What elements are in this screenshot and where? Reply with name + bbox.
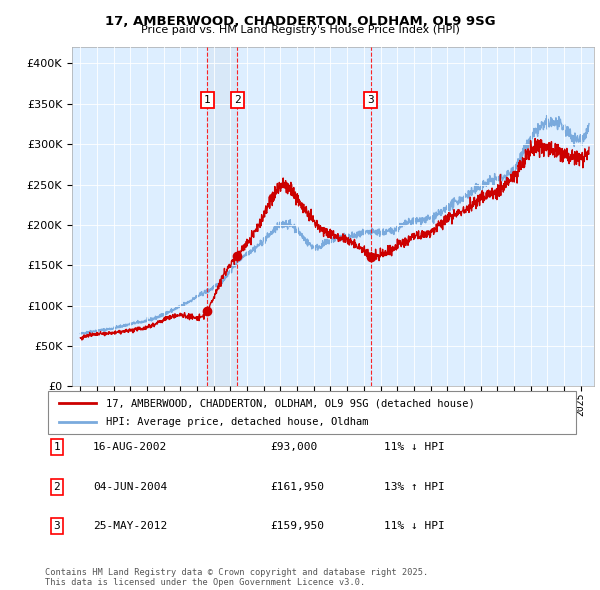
Text: 2: 2: [234, 95, 241, 105]
Text: 11% ↓ HPI: 11% ↓ HPI: [384, 522, 445, 531]
Bar: [208, 47, 238, 386]
Text: £159,950: £159,950: [270, 522, 324, 531]
Text: 16-AUG-2002: 16-AUG-2002: [93, 442, 167, 452]
Text: Contains HM Land Registry data © Crown copyright and database right 2025.
This d: Contains HM Land Registry data © Crown c…: [45, 568, 428, 587]
Text: 25-MAY-2012: 25-MAY-2012: [93, 522, 167, 531]
Text: 3: 3: [53, 522, 61, 531]
Text: 1: 1: [53, 442, 61, 452]
FancyBboxPatch shape: [48, 391, 576, 434]
Text: 17, AMBERWOOD, CHADDERTON, OLDHAM, OL9 9SG: 17, AMBERWOOD, CHADDERTON, OLDHAM, OL9 9…: [104, 15, 496, 28]
Text: Price paid vs. HM Land Registry's House Price Index (HPI): Price paid vs. HM Land Registry's House …: [140, 25, 460, 35]
Text: 3: 3: [367, 95, 374, 105]
Text: 1: 1: [204, 95, 211, 105]
Text: 13% ↑ HPI: 13% ↑ HPI: [384, 482, 445, 491]
Text: 04-JUN-2004: 04-JUN-2004: [93, 482, 167, 491]
Text: £161,950: £161,950: [270, 482, 324, 491]
Text: 2: 2: [53, 482, 61, 491]
Text: £93,000: £93,000: [270, 442, 317, 452]
Text: HPI: Average price, detached house, Oldham: HPI: Average price, detached house, Oldh…: [106, 417, 368, 427]
Text: 17, AMBERWOOD, CHADDERTON, OLDHAM, OL9 9SG (detached house): 17, AMBERWOOD, CHADDERTON, OLDHAM, OL9 9…: [106, 398, 475, 408]
Text: 11% ↓ HPI: 11% ↓ HPI: [384, 442, 445, 452]
